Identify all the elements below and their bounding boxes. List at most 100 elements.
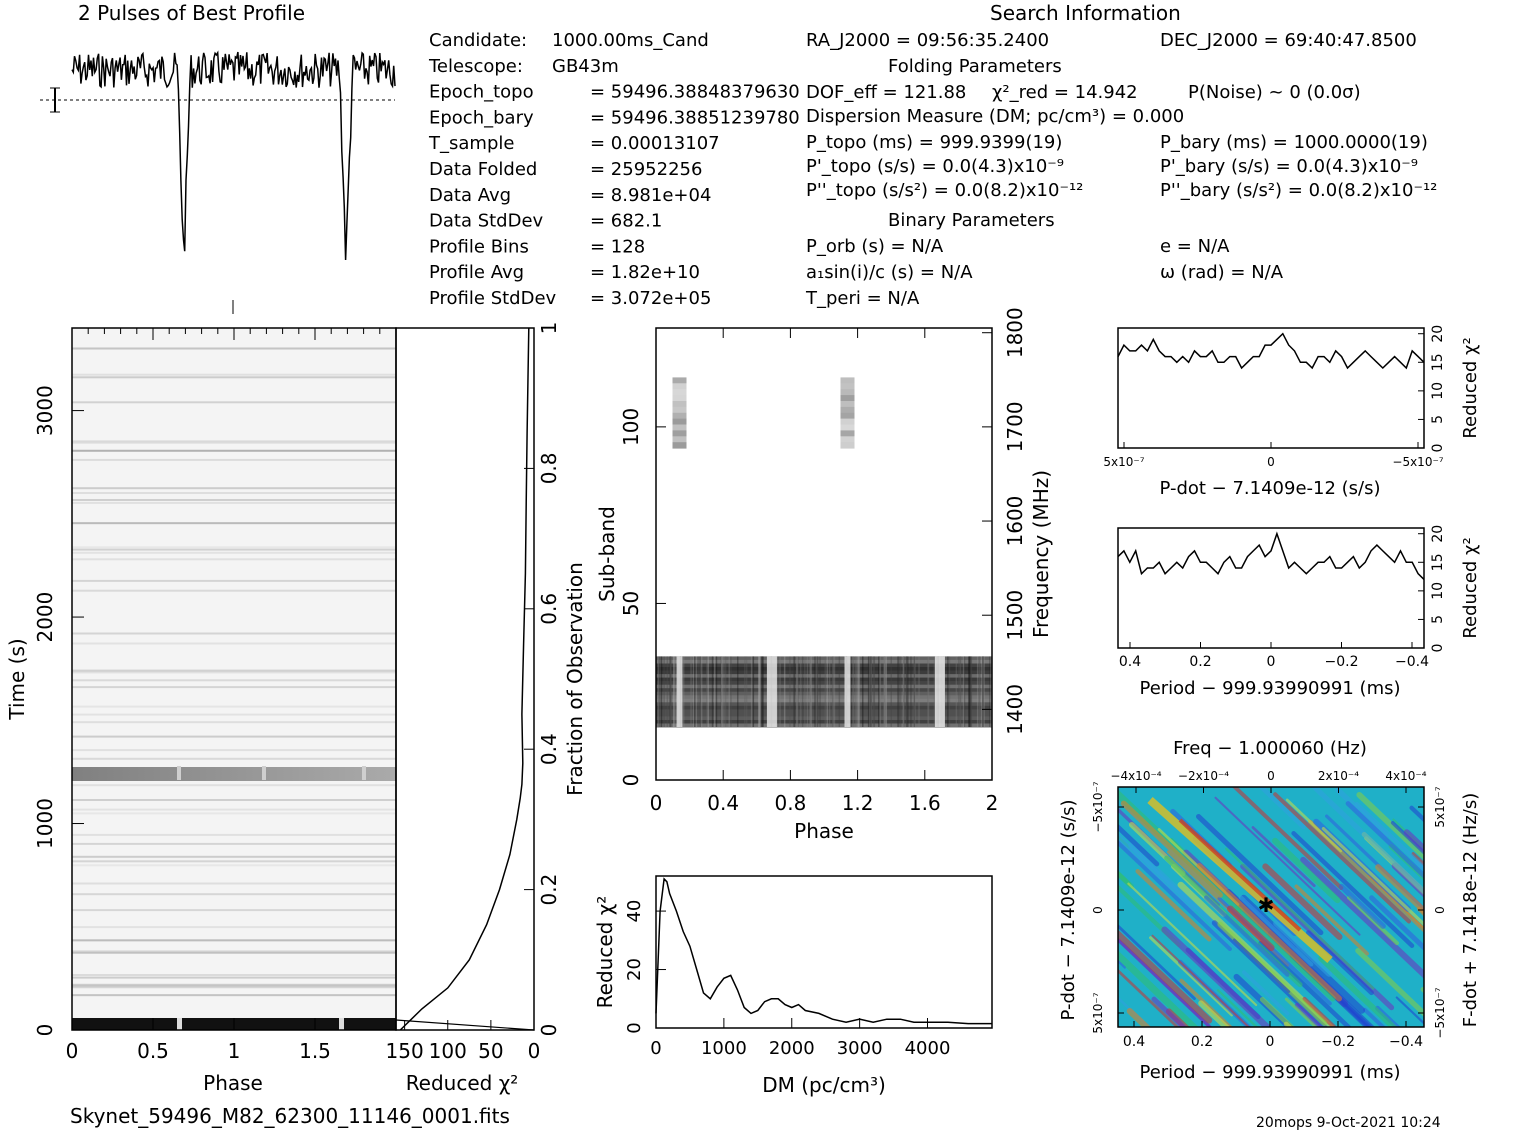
- ppd-stripe: [1151, 934, 1251, 1027]
- ppd-stripe: [1232, 938, 1291, 993]
- subband-streak: [819, 656, 821, 728]
- ppd-xlabel: Period − 999.93990991 (ms): [1139, 1062, 1400, 1083]
- period-chi2-xlabel: Period − 999.93990991 (ms): [1139, 678, 1400, 699]
- tperi-text: T_peri = N/A: [805, 288, 920, 309]
- time-phase-stripe: [72, 713, 396, 716]
- subband-pulse-gap: [676, 656, 683, 728]
- subband-streak: [759, 656, 761, 728]
- time-phase-stripe: [72, 833, 396, 836]
- subband-row: [656, 684, 992, 689]
- subband-faint-patch: [672, 401, 687, 408]
- subband-row: [656, 663, 992, 668]
- time-phase-stripe: [72, 950, 396, 953]
- dm-text: Dispersion Measure (DM; pc/cm³) = 0.000: [806, 106, 1184, 127]
- ppd-stripe: [1151, 996, 1187, 1027]
- time-phase-stripe: [72, 632, 396, 635]
- subband-streak: [873, 656, 875, 728]
- info-value-2: = 59496.38848379630: [590, 82, 800, 103]
- subband-faint-patch: [672, 418, 687, 425]
- subband-row: [656, 674, 992, 679]
- subband-row: [656, 709, 992, 714]
- ppd-ytick-label: 5x10⁻⁷: [1091, 992, 1105, 1033]
- subband-xlabel: Phase: [794, 819, 854, 843]
- ppd-stripe: [1240, 863, 1395, 1011]
- time-phase-stripe: [72, 522, 396, 525]
- subband-streak: [902, 656, 905, 728]
- ppd-ylabel: P-dot − 7.1409e-12 (s/s): [1058, 799, 1079, 1020]
- time-phase-xlabel: Phase: [203, 1071, 263, 1095]
- time-phase-band-gap: [262, 766, 266, 780]
- pp-xtick-label: −0.2: [1325, 654, 1359, 670]
- time-chi2-frame: [395, 327, 535, 1031]
- ppd-stripe: [1285, 798, 1343, 853]
- ppd-stripe: [1120, 800, 1223, 898]
- tp-ytick-label: 1000: [33, 798, 57, 849]
- subband-faint-patch: [840, 401, 855, 408]
- time-phase-stripe: [72, 347, 396, 350]
- time-phase-stripe: [72, 952, 396, 954]
- ppd-toptick-label: −4x10⁻⁴: [1110, 769, 1161, 783]
- ppd-xtick-label: 0: [1266, 1034, 1275, 1050]
- subband-streak: [793, 656, 795, 728]
- subband-streak: [728, 656, 730, 728]
- ppd-y2tick-label: 0: [1433, 906, 1447, 914]
- subband-faint-patch: [840, 383, 855, 390]
- tc-ytick-label: 0.2: [537, 874, 561, 906]
- info-value-5: = 25952256: [590, 159, 702, 180]
- subband-streak: [752, 656, 754, 728]
- subband-faint-patch: [840, 430, 855, 437]
- subband-streak: [850, 656, 852, 728]
- subband-faint-patch: [672, 412, 687, 420]
- ppd-stripe: [1226, 905, 1275, 952]
- info-label-10: Profile StdDev: [429, 288, 557, 309]
- time-phase-stripe: [72, 860, 396, 863]
- pdtopo-text: P'_topo (s/s) = 0.0(4.3)x10⁻⁹: [806, 156, 1064, 177]
- subband-streak: [801, 656, 804, 728]
- subband-streak: [789, 656, 791, 728]
- info-value-10: = 3.072e+05: [590, 288, 711, 309]
- ppd-stripe: [1118, 924, 1196, 1001]
- sb-y2tick-label: 1800: [1003, 307, 1027, 358]
- subband-streak: [905, 656, 908, 728]
- ppd-ytick-label: −5x10⁻⁷: [1091, 781, 1105, 832]
- dm-chi2-frame: [655, 875, 993, 1029]
- sb-y2tick-label: 1500: [1003, 590, 1027, 641]
- time-phase-stripe: [72, 401, 396, 404]
- subband-pulse-gap: [934, 656, 945, 728]
- ppd-stripe: [1355, 948, 1424, 1018]
- ppd-stripe: [1225, 847, 1375, 990]
- subband-faint-patch: [840, 424, 855, 431]
- ppd-best-marker: ✱: [1258, 893, 1275, 917]
- subband-streak: [955, 656, 958, 728]
- subband-row: [656, 695, 992, 700]
- subband-streak: [979, 656, 981, 728]
- pp-ytick-label: 15: [1430, 553, 1446, 571]
- ppd-stripe: [1369, 895, 1424, 952]
- info-label-5: Data Folded: [429, 159, 537, 180]
- tc-ytick-label: 0.8: [537, 452, 561, 484]
- pdot-chi2-ylabel: Reduced χ²: [1460, 337, 1481, 438]
- subband-row: [656, 712, 992, 717]
- subband-faint-patch: [840, 377, 855, 384]
- ppd-stripe: [1216, 989, 1259, 1027]
- filename-text: Skynet_59496_M82_62300_11146_0001.fits: [70, 1104, 510, 1128]
- subband-streak: [958, 656, 960, 728]
- ecc-text: e = N/A: [1160, 236, 1230, 257]
- subband-row: [656, 688, 992, 693]
- subband-streak: [682, 656, 684, 728]
- ppd-stripe: [1118, 968, 1180, 1027]
- info-value-1: GB43m: [552, 56, 619, 77]
- subband-streak: [867, 656, 870, 728]
- pdbary-text: P'_bary (s/s) = 0.0(4.3)x10⁻⁹: [1160, 156, 1418, 177]
- subband-streak: [976, 656, 979, 728]
- time-phase-stripe: [72, 784, 396, 787]
- subband-streak: [697, 656, 699, 728]
- subband-streak: [707, 656, 709, 728]
- subband-streak: [804, 656, 806, 728]
- subband-faint-patch: [672, 377, 687, 384]
- time-phase-stripe: [72, 808, 396, 811]
- time-phase-stripe: [72, 558, 396, 561]
- dm-ytick-label: 20: [624, 958, 645, 981]
- subband-streak: [918, 656, 920, 728]
- subband-streak: [838, 656, 841, 728]
